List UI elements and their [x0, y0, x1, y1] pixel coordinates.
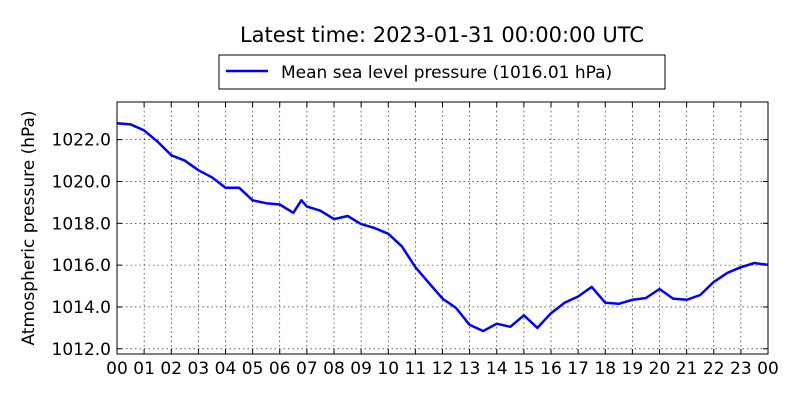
x-tick-label: 18 [594, 359, 616, 379]
x-tick-label: 00 [106, 359, 128, 379]
legend: Mean sea level pressure (1016.01 hPa) [218, 54, 666, 90]
chart-title: Latest time: 2023-01-31 00:00:00 UTC [240, 23, 644, 47]
plot-frame [116, 101, 769, 355]
x-tick-label: 23 [730, 359, 752, 379]
x-tick-label: 13 [459, 359, 481, 379]
x-tick-label: 00 [757, 359, 779, 379]
x-tick-label: 06 [269, 359, 291, 379]
y-tick-label: 1014.0 [52, 298, 111, 318]
x-tick-label: 05 [242, 359, 264, 379]
x-tick-label: 15 [513, 359, 535, 379]
x-tick-label: 19 [622, 359, 644, 379]
y-tick-label: 1018.0 [52, 214, 111, 234]
legend-box [218, 54, 666, 90]
x-tick-label: 21 [676, 359, 698, 379]
y-tick-label: 1016.0 [52, 256, 111, 276]
y-tick-label: 1012.0 [52, 340, 111, 360]
x-tick-label: 14 [486, 359, 508, 379]
x-tick-label: 07 [296, 359, 318, 379]
x-tick-label: 20 [649, 359, 671, 379]
x-tick-label: 12 [432, 359, 454, 379]
x-tick-label: 01 [133, 359, 155, 379]
x-tick-label: 11 [405, 359, 427, 379]
pressure-series-line [116, 122, 769, 333]
x-tick-label: 16 [540, 359, 562, 379]
x-tick-label: 08 [323, 359, 345, 379]
x-tick-label: 22 [703, 359, 725, 379]
y-tick-label: 1020.0 [52, 172, 111, 192]
x-tick-label: 02 [160, 359, 182, 379]
y-tick-label: 1022.0 [52, 131, 111, 151]
legend-label: Mean sea level pressure (1016.01 hPa) [281, 63, 612, 83]
x-tick-label: 10 [377, 359, 399, 379]
x-tick-label: 04 [215, 359, 237, 379]
x-tick-label: 09 [350, 359, 372, 379]
x-tick-label: 17 [567, 359, 589, 379]
x-tick-label: 03 [188, 359, 210, 379]
y-axis-label: Atmospheric pressure (hPa) [19, 110, 39, 345]
